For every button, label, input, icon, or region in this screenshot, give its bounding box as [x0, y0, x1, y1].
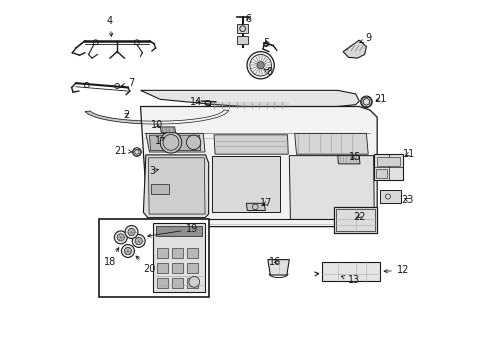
Text: 9: 9 — [359, 33, 370, 43]
Bar — [373, 154, 402, 180]
Circle shape — [132, 148, 141, 156]
Bar — [99, 220, 208, 297]
Text: 17: 17 — [259, 198, 272, 208]
Polygon shape — [149, 135, 201, 150]
Text: 12: 12 — [384, 265, 408, 275]
Bar — [187, 278, 198, 288]
Polygon shape — [147, 156, 204, 212]
Bar — [376, 169, 386, 178]
Bar — [187, 263, 198, 273]
Polygon shape — [294, 134, 367, 154]
Circle shape — [121, 244, 134, 257]
Circle shape — [160, 132, 182, 153]
Circle shape — [114, 231, 127, 244]
Text: 2: 2 — [123, 110, 129, 120]
Circle shape — [257, 62, 264, 69]
Bar — [335, 209, 375, 231]
Polygon shape — [212, 156, 280, 212]
Text: 22: 22 — [352, 212, 365, 221]
Polygon shape — [140, 90, 359, 108]
Circle shape — [117, 234, 124, 241]
Bar — [172, 278, 183, 288]
Polygon shape — [289, 156, 373, 220]
Circle shape — [132, 234, 145, 247]
Circle shape — [125, 226, 138, 238]
Polygon shape — [160, 127, 175, 133]
Bar — [153, 223, 204, 292]
Polygon shape — [151, 184, 169, 194]
Bar — [321, 262, 379, 281]
Bar — [237, 24, 247, 33]
Bar — [157, 278, 168, 288]
Text: 4: 4 — [107, 16, 113, 36]
Bar — [333, 207, 376, 233]
Bar — [376, 157, 400, 166]
Text: 6: 6 — [244, 14, 251, 24]
Text: 3: 3 — [149, 166, 158, 176]
Text: 13: 13 — [341, 275, 359, 285]
Polygon shape — [148, 158, 204, 214]
Text: 21: 21 — [114, 145, 132, 156]
Text: 16: 16 — [268, 257, 280, 267]
Bar — [187, 248, 198, 258]
Text: 7: 7 — [122, 78, 134, 88]
Bar — [172, 263, 183, 273]
Text: 1: 1 — [154, 136, 164, 146]
Text: 19: 19 — [147, 224, 198, 237]
Polygon shape — [337, 156, 359, 164]
Bar — [156, 226, 202, 236]
Bar — [172, 248, 183, 258]
Text: 5: 5 — [263, 38, 268, 48]
Circle shape — [360, 96, 371, 108]
Text: 20: 20 — [136, 256, 155, 274]
Polygon shape — [85, 110, 228, 124]
Text: 21: 21 — [374, 94, 386, 104]
Bar — [157, 263, 168, 273]
Bar — [157, 248, 168, 258]
Bar — [237, 36, 247, 44]
Circle shape — [128, 228, 135, 235]
Polygon shape — [343, 40, 366, 58]
Circle shape — [124, 247, 131, 255]
Polygon shape — [140, 107, 376, 226]
Text: 10: 10 — [150, 120, 163, 130]
Polygon shape — [246, 203, 265, 211]
Polygon shape — [143, 155, 208, 218]
Text: 11: 11 — [402, 149, 414, 159]
Text: 14: 14 — [189, 97, 202, 107]
Circle shape — [186, 135, 201, 149]
Text: 18: 18 — [103, 248, 119, 267]
Text: 15: 15 — [348, 152, 361, 162]
Circle shape — [188, 276, 199, 287]
Polygon shape — [267, 260, 289, 275]
Circle shape — [135, 237, 142, 244]
Text: 23: 23 — [401, 195, 413, 205]
Text: 8: 8 — [263, 67, 272, 77]
Bar — [379, 190, 400, 203]
Polygon shape — [214, 135, 287, 154]
Polygon shape — [145, 134, 204, 152]
Circle shape — [246, 51, 274, 79]
